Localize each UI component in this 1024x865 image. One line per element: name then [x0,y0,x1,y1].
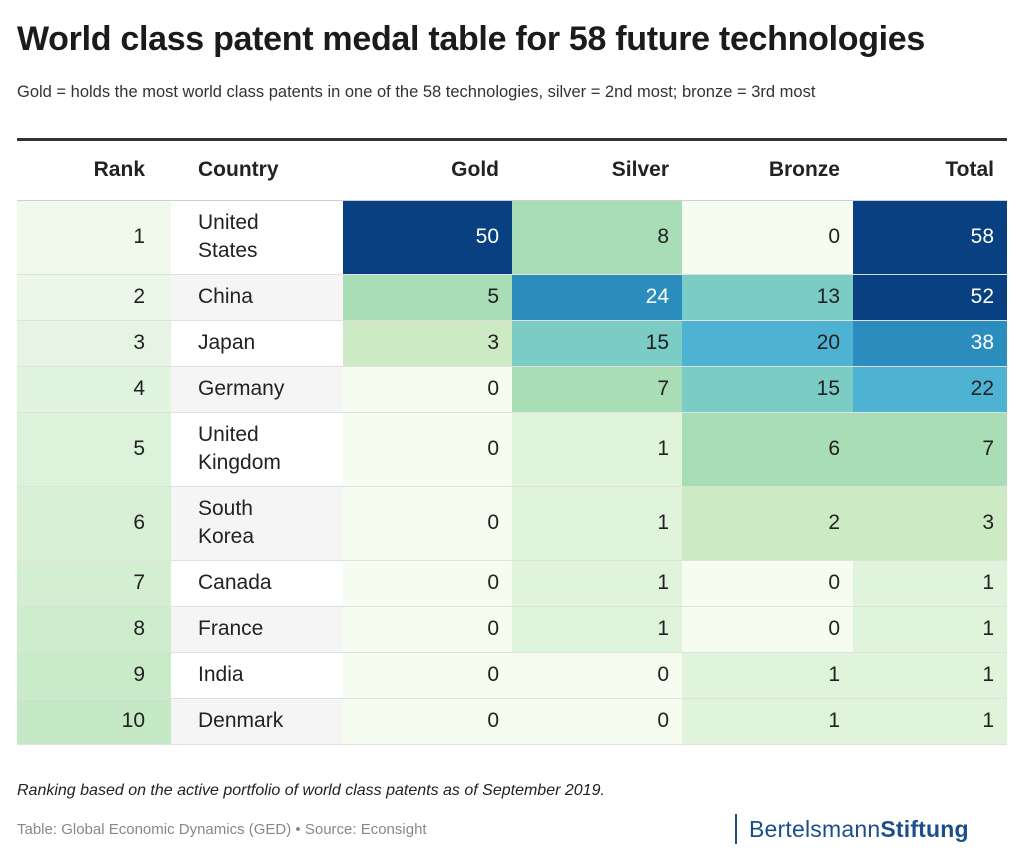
cell-country: Denmark [171,698,343,745]
cell-rank: 6 [17,486,171,561]
cell-bronze: 1 [682,652,853,699]
cell-bronze: 0 [682,606,853,653]
table-row: 9 India 0 0 1 1 [17,652,1007,699]
table-body: 1 United States 50 8 0 58 2 China 5 24 13 52 3 Japan 3… [17,200,1007,745]
table-row: 5 United Kingdom 0 1 6 7 [17,412,1007,487]
cell-gold: 5 [343,274,512,321]
cell-silver: 0 [512,652,682,699]
cell-total: 38 [853,320,1007,367]
cell-bronze: 0 [682,560,853,607]
cell-bronze: 2 [682,486,853,561]
cell-country: China [171,274,343,321]
footnote: Ranking based on the active portfolio of… [17,782,605,799]
cell-rank: 9 [17,652,171,699]
cell-gold: 3 [343,320,512,367]
column-header-rank: Rank [17,141,171,201]
column-header-gold: Gold [343,141,512,201]
cell-total: 58 [853,200,1007,275]
bertelsmann-stiftung-logo: BertelsmannStiftung [735,814,969,844]
chart-subtitle: Gold = holds the most world class patent… [17,83,816,101]
cell-bronze: 20 [682,320,853,367]
cell-bronze: 0 [682,200,853,275]
cell-rank: 4 [17,366,171,413]
cell-country: France [171,606,343,653]
cell-total: 3 [853,486,1007,561]
cell-country: United States [171,200,343,275]
cell-silver: 1 [512,560,682,607]
column-header-total: Total [853,141,1007,201]
cell-total: 1 [853,698,1007,745]
cell-total: 7 [853,412,1007,487]
cell-silver: 0 [512,698,682,745]
cell-silver: 8 [512,200,682,275]
logo-text-regular: Bertelsmann [749,815,881,842]
cell-rank: 3 [17,320,171,367]
column-header-bronze: Bronze [682,141,853,201]
table-row: 6 South Korea 0 1 2 3 [17,486,1007,561]
cell-rank: 7 [17,560,171,607]
table-row: 1 United States 50 8 0 58 [17,200,1007,275]
table-row: 4 Germany 0 7 15 22 [17,366,1007,413]
column-header-silver: Silver [512,141,682,201]
cell-rank: 2 [17,274,171,321]
cell-gold: 0 [343,366,512,413]
chart-title: World class patent medal table for 58 fu… [17,20,926,58]
cell-gold: 50 [343,200,512,275]
table-row: 3 Japan 3 15 20 38 [17,320,1007,367]
logo-text: BertelsmannStiftung [749,816,969,843]
cell-total: 1 [853,606,1007,653]
column-header-country: Country [171,141,343,201]
source-note: Table: Global Economic Dynamics (GED) • … [17,821,427,838]
cell-silver: 7 [512,366,682,413]
table-row: 7 Canada 0 1 0 1 [17,560,1007,607]
table-header-row: Rank Country Gold Silver Bronze Total [17,141,1007,201]
cell-country: India [171,652,343,699]
cell-total: 52 [853,274,1007,321]
cell-silver: 1 [512,486,682,561]
cell-gold: 0 [343,412,512,487]
cell-country: United Kingdom [171,412,343,487]
cell-silver: 24 [512,274,682,321]
cell-bronze: 1 [682,698,853,745]
cell-country: Japan [171,320,343,367]
table-top-rule [17,138,1007,141]
cell-rank: 8 [17,606,171,653]
cell-silver: 15 [512,320,682,367]
cell-gold: 0 [343,486,512,561]
cell-total: 1 [853,560,1007,607]
cell-silver: 1 [512,606,682,653]
cell-bronze: 15 [682,366,853,413]
cell-gold: 0 [343,698,512,745]
cell-country: Canada [171,560,343,607]
table-row: 10 Denmark 0 0 1 1 [17,698,1007,745]
cell-rank: 5 [17,412,171,487]
logo-bar [735,814,737,844]
cell-rank: 10 [17,698,171,745]
cell-silver: 1 [512,412,682,487]
cell-gold: 0 [343,652,512,699]
logo-text-bold: Stiftung [880,815,969,842]
table-row: 2 China 5 24 13 52 [17,274,1007,321]
cell-bronze: 13 [682,274,853,321]
cell-gold: 0 [343,606,512,653]
cell-bronze: 6 [682,412,853,487]
cell-total: 1 [853,652,1007,699]
cell-country: Germany [171,366,343,413]
cell-total: 22 [853,366,1007,413]
cell-rank: 1 [17,200,171,275]
cell-gold: 0 [343,560,512,607]
cell-country: South Korea [171,486,343,561]
table-row: 8 France 0 1 0 1 [17,606,1007,653]
